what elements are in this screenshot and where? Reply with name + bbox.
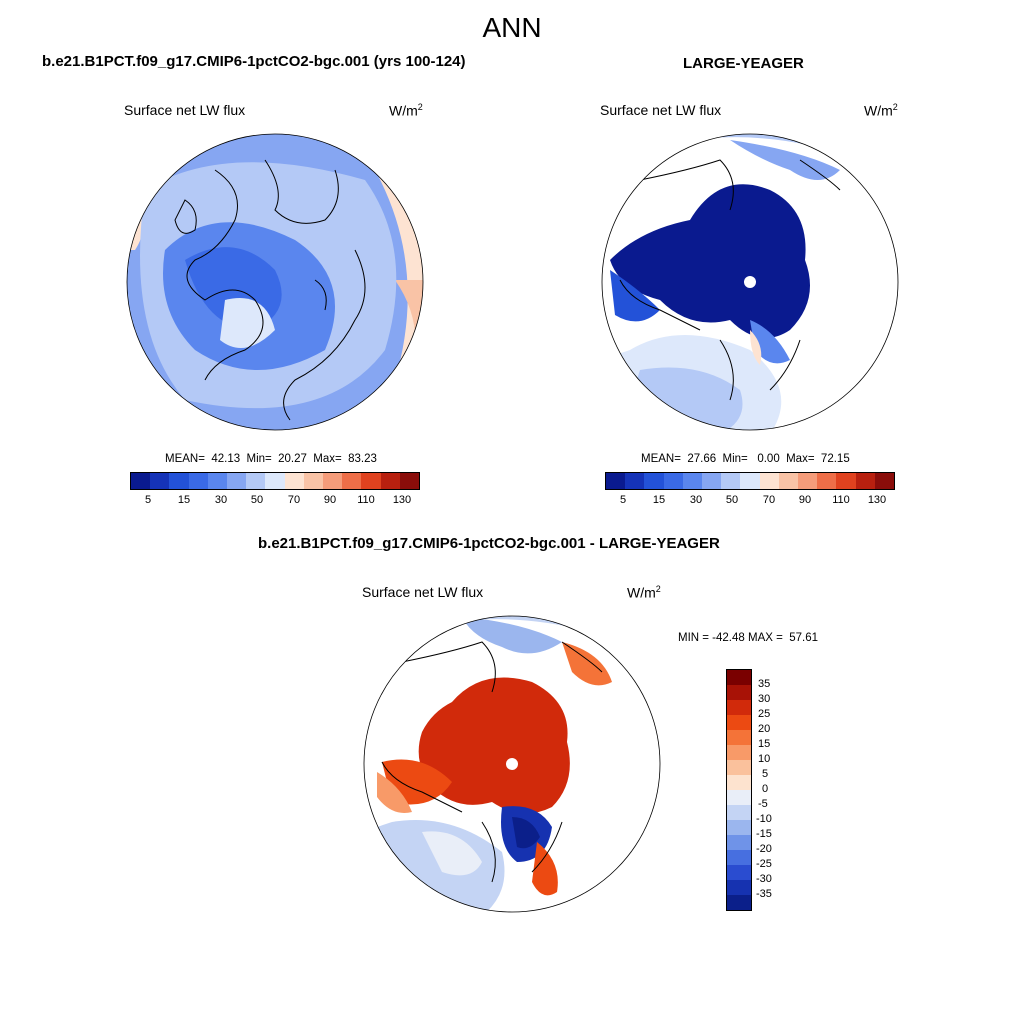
panel2-tick: 110 [832, 494, 850, 506]
panel3-warm-top-right [562, 642, 612, 686]
panel3-map [363, 615, 661, 913]
panel3-variable-label: Surface net LW flux [362, 584, 484, 600]
panel3-colorbar-label: -20 [756, 843, 772, 855]
panel3-colorbar-label: 35 [758, 678, 771, 690]
panel3-colorbar-label: 5 [762, 768, 769, 780]
panel1-tick: 15 [177, 494, 191, 506]
panel2-pole-hole [744, 276, 756, 288]
panel3-ocean-top-cooler [462, 617, 562, 654]
panel3-colorbar-label: -10 [756, 813, 772, 825]
panel2-tick: 30 [689, 494, 703, 506]
panel1-title: b.e21.B1PCT.f09_g17.CMIP6-1pctCO2-bgc.00… [42, 53, 466, 70]
panel2-coastlines [619, 159, 841, 401]
panel2-variable-label: Surface net LW flux [600, 102, 722, 118]
panel2-tick: 15 [652, 494, 666, 506]
panel1-map-boundary [126, 133, 424, 431]
panel2-map [601, 133, 899, 431]
panel3-min-max: MIN = -42.48 MAX = 57.61 [678, 632, 818, 644]
panel3-labrador-warm [377, 772, 412, 813]
panel1-map [126, 133, 424, 431]
panel1-stats: MEAN= 42.13 Min= 20.27 Max= 83.23 [165, 453, 377, 465]
panel1-tick: 30 [214, 494, 228, 506]
panel2-tick: 90 [798, 494, 812, 506]
panel1-units: W/m2 [389, 102, 423, 119]
panel3-colorbar-label: -5 [758, 798, 768, 810]
panel3-colorbar-label: -15 [756, 828, 772, 840]
panel3-colorbar-label: -25 [756, 858, 772, 870]
panel3-colorbar-label: 30 [758, 693, 771, 705]
panel3-colorbar-label: -35 [756, 888, 772, 900]
panel1-tick: 110 [357, 494, 375, 506]
panel3-colorbar-label: -30 [756, 873, 772, 885]
panel1-tick: 70 [287, 494, 301, 506]
panel3-colorbar-label: 10 [758, 753, 771, 765]
panel3-norway-warm [532, 842, 558, 896]
panel1-colorbar [130, 472, 420, 490]
panel2-tick: 70 [762, 494, 776, 506]
panel2-baffin [610, 270, 660, 322]
panel1-coastlines [174, 159, 366, 421]
panel1-tick: 50 [250, 494, 264, 506]
panel3-colorbar-label: 15 [758, 738, 771, 750]
panel3-arctic-warm [418, 677, 570, 814]
panel2-ocean-top-mid [730, 140, 840, 180]
panel3-units: W/m2 [627, 584, 661, 601]
panel1-tick: 5 [144, 494, 152, 506]
panel3-atlantic-neutral [422, 831, 482, 876]
panel2-map-boundary [601, 133, 899, 431]
main-title: ANN [482, 12, 542, 43]
panel2-stats: MEAN= 27.66 Min= 0.00 Max= 72.15 [641, 453, 850, 465]
panel2-tick: 130 [867, 494, 887, 506]
panel2-warm-patch [750, 330, 762, 365]
panel1-tick: 90 [323, 494, 337, 506]
panel3-title: b.e21.B1PCT.f09_g17.CMIP6-1pctCO2-bgc.00… [258, 535, 720, 552]
panel3-colorbar-label: 25 [758, 708, 771, 720]
panel3-map-boundary [363, 615, 661, 913]
panel2-tick: 50 [725, 494, 739, 506]
panel3-colorbar-label: 0 [762, 783, 769, 795]
panel2-title: LARGE-YEAGER [683, 55, 804, 72]
panel3-colorbar [726, 669, 752, 911]
panel2-units: W/m2 [864, 102, 898, 119]
panel2-tick: 5 [619, 494, 627, 506]
panel1-variable-label: Surface net LW flux [124, 102, 246, 118]
panel2-arctic-core [610, 184, 810, 338]
panel3-pole-hole [506, 758, 518, 770]
panel3-colorbar-label: 20 [758, 723, 771, 735]
panel1-field-light-patch [220, 298, 275, 348]
panel3-coastlines [381, 641, 603, 883]
panel1-tick: 130 [392, 494, 412, 506]
panel3-barents-core [512, 817, 540, 849]
panel2-colorbar [605, 472, 895, 490]
